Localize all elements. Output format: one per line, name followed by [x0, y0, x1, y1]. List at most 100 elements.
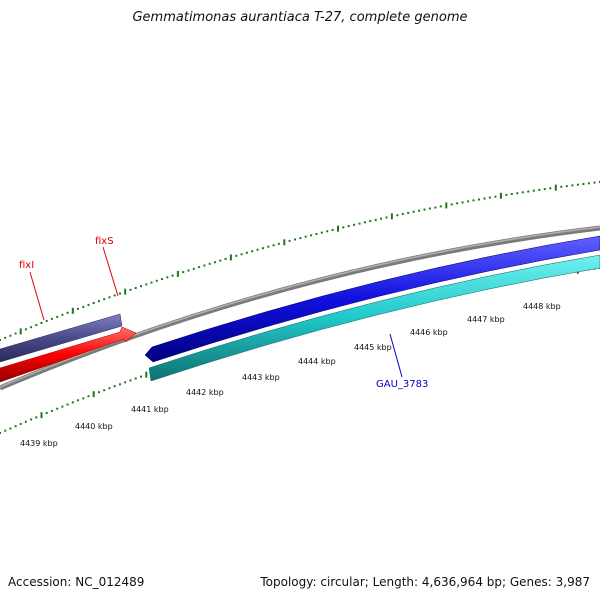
major-tick [145, 371, 148, 378]
minor-tick [150, 281, 153, 284]
minor-tick [140, 375, 142, 378]
minor-tick [224, 258, 227, 260]
minor-tick [418, 209, 421, 212]
minor-tick [66, 403, 69, 406]
minor-tick [256, 248, 259, 251]
minor-tick [19, 423, 22, 425]
minor-tick [423, 208, 426, 211]
major-tick [71, 307, 74, 314]
minor-tick [119, 383, 121, 386]
minor-tick [77, 399, 79, 402]
minor-tick [593, 181, 596, 184]
minor-tick [299, 237, 302, 240]
scale-label: 4448 kbp [523, 302, 561, 311]
major-tick [92, 391, 95, 398]
minor-tick [326, 230, 329, 233]
minor-tick [331, 229, 334, 231]
minor-tick [103, 389, 106, 392]
minor-tick [14, 425, 17, 428]
minor-tick [103, 298, 106, 301]
minor-tick [61, 313, 64, 316]
gene-GAU_3783[interactable] [148, 254, 600, 382]
minor-tick [134, 287, 137, 289]
minor-tick [98, 300, 100, 303]
minor-tick [0, 432, 1, 434]
minor-tick [304, 235, 307, 238]
major-tick [554, 184, 557, 191]
minor-tick [161, 278, 164, 281]
minor-tick [145, 283, 148, 286]
minor-tick [494, 195, 497, 198]
major-tick [176, 270, 179, 277]
minor-tick [108, 296, 111, 299]
minor-tick [187, 269, 190, 272]
minor-tick [240, 253, 243, 256]
scale-labels: 4439 kbp 4440 kbp 4441 kbp 4442 kbp 4443… [20, 302, 561, 448]
scale-label: 4445 kbp [354, 343, 392, 352]
minor-tick [30, 418, 33, 421]
minor-tick [450, 203, 453, 206]
minor-tick [456, 202, 459, 205]
minor-tick [119, 292, 121, 295]
genome-backbone [0, 225, 600, 391]
minor-tick [219, 259, 222, 262]
minor-tick [516, 192, 519, 195]
gene-label-fixS: fixS [95, 236, 114, 247]
minor-tick [549, 187, 552, 190]
minor-tick [505, 193, 508, 196]
minor-tick [124, 381, 127, 384]
minor-tick [315, 233, 318, 235]
outer-scale-ring [0, 181, 600, 341]
minor-tick [267, 245, 270, 248]
gene-blue-reverse[interactable] [144, 235, 600, 363]
minor-tick [35, 416, 38, 419]
minor-tick [77, 307, 79, 310]
minor-tick [576, 183, 579, 186]
major-tick [229, 254, 232, 261]
minor-tick [532, 189, 535, 192]
minor-tick [374, 218, 377, 221]
minor-tick [587, 182, 590, 185]
gene-fixI[interactable] [0, 313, 123, 363]
scale-label: 4442 kbp [186, 388, 224, 397]
fixS-leader-line [102, 246, 119, 297]
minor-tick [50, 317, 53, 320]
minor-tick [510, 193, 513, 195]
minor-tick [182, 271, 185, 274]
map-title: Gemmatimonas aurantiaca T-27, complete g… [132, 10, 468, 25]
minor-tick [9, 334, 12, 337]
minor-tick [565, 185, 568, 188]
minor-tick [50, 409, 53, 412]
minor-tick [571, 184, 574, 187]
minor-tick [4, 336, 7, 339]
minor-tick [56, 315, 59, 318]
minor-tick [140, 285, 142, 288]
minor-tick [82, 305, 85, 308]
minor-tick [192, 267, 195, 270]
genome-summary-text: Topology: circular; Length: 4,636,964 bp… [260, 575, 590, 589]
minor-tick [488, 196, 491, 199]
minor-tick [288, 239, 291, 242]
major-tick [337, 225, 339, 232]
minor-tick [369, 220, 372, 223]
minor-tick [412, 210, 415, 213]
scale-label: 4440 kbp [75, 422, 113, 431]
minor-tick [113, 385, 116, 388]
minor-tick [472, 199, 475, 202]
minor-tick [401, 213, 404, 215]
scale-label: 4447 kbp [467, 315, 505, 324]
major-tick [445, 202, 448, 209]
minor-tick [235, 254, 238, 257]
gene-fixS[interactable] [0, 326, 137, 383]
minor-tick [0, 339, 1, 341]
minor-tick [342, 226, 345, 229]
major-tick [283, 239, 286, 246]
minor-tick [320, 231, 323, 234]
minor-tick [527, 190, 530, 193]
scale-label: 4446 kbp [410, 328, 448, 337]
minor-tick [129, 288, 132, 291]
minor-tick [203, 264, 206, 267]
minor-tick [521, 191, 524, 194]
minor-tick [434, 206, 437, 209]
minor-tick [166, 276, 169, 279]
